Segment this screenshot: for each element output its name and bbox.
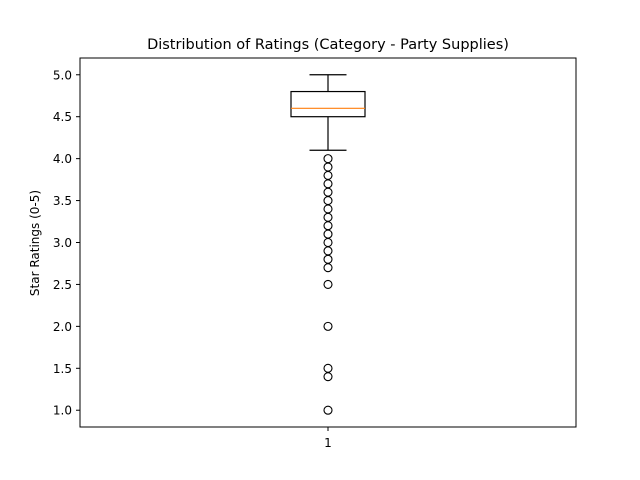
- y-tick-label: 4.5: [53, 110, 72, 124]
- y-tick-label: 2.0: [53, 320, 72, 334]
- y-tick-label: 3.0: [53, 236, 72, 250]
- outlier-point: [323, 221, 333, 231]
- box-iqr: [290, 90, 366, 118]
- y-tick-label: 2.5: [53, 278, 72, 292]
- x-tick-label: 1: [324, 436, 332, 450]
- outlier-point: [323, 363, 333, 373]
- outlier-point: [323, 254, 333, 264]
- y-tick-label: 4.0: [53, 152, 72, 166]
- y-tick-label: 5.0: [53, 68, 72, 82]
- y-tick-label: 3.5: [53, 194, 72, 208]
- outlier-point: [323, 279, 333, 289]
- outlier-point: [323, 204, 333, 214]
- outlier-point: [323, 179, 333, 189]
- outlier-point: [323, 405, 333, 415]
- outlier-point: [323, 187, 333, 197]
- outlier-point: [323, 246, 333, 256]
- y-tick-label: 1.5: [53, 362, 72, 376]
- outlier-point: [323, 321, 333, 331]
- outlier-point: [323, 372, 333, 382]
- plot-frame: [79, 57, 577, 428]
- outlier-point: [323, 154, 333, 164]
- outlier-point: [323, 170, 333, 180]
- outlier-point: [323, 212, 333, 222]
- y-axis-label: Star Ratings (0-5): [28, 190, 42, 296]
- outlier-point: [323, 196, 333, 206]
- outlier-point: [323, 229, 333, 239]
- outlier-point: [323, 237, 333, 248]
- outlier-point: [323, 263, 333, 273]
- y-tick-label: 1.0: [53, 404, 72, 418]
- outlier-point: [323, 162, 333, 172]
- chart-title: Distribution of Ratings (Category - Part…: [147, 37, 509, 53]
